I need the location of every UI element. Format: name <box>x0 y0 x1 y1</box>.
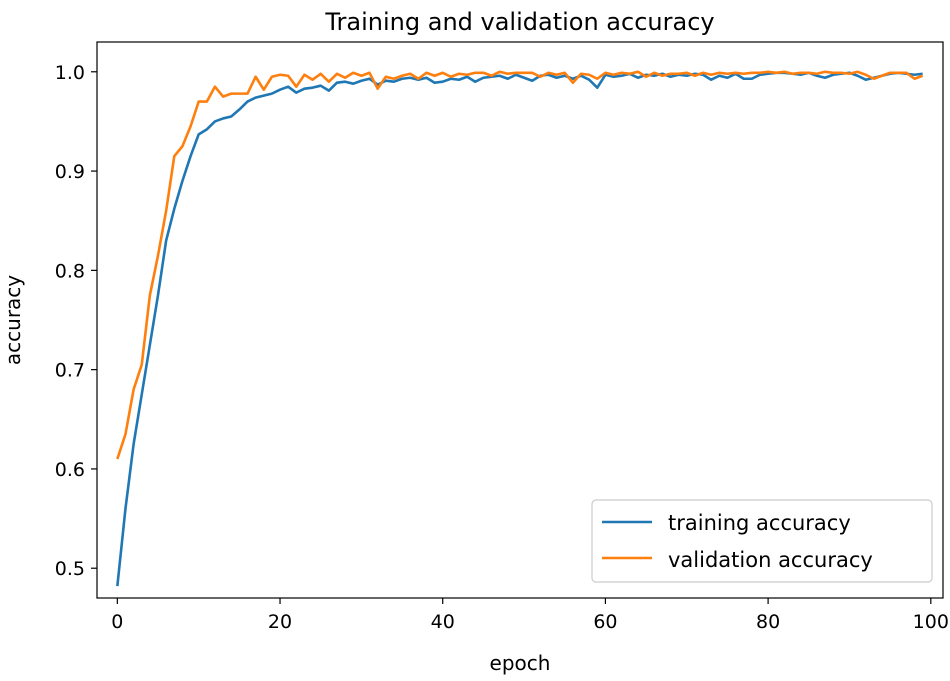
y-ticks: 0.5 0.6 0.7 0.8 0.9 1.0 <box>55 62 97 580</box>
legend-frame <box>591 499 933 583</box>
chart-title: Training and validation accuracy <box>324 8 714 36</box>
x-tick-label: 60 <box>593 611 617 633</box>
legend-label-validation: validation accuracy <box>668 548 873 572</box>
series-line-validation <box>116 70 924 460</box>
legend: training accuracy validation accuracy <box>591 499 933 583</box>
legend-label-training: training accuracy <box>668 511 851 535</box>
x-tick-label: 100 <box>913 611 949 633</box>
y-tick-label: 1.0 <box>55 62 85 84</box>
y-tick-label: 0.7 <box>55 360 85 382</box>
series-group <box>116 70 924 587</box>
x-axis-label: epoch <box>490 651 551 675</box>
axes-frame <box>96 41 944 599</box>
x-tick-label: 0 <box>111 611 123 633</box>
x-tick-label: 20 <box>268 611 292 633</box>
y-axis-label: accuracy <box>1 275 25 365</box>
x-tick-label: 80 <box>756 611 780 633</box>
x-ticks: 0 20 40 60 80 100 <box>111 598 949 633</box>
y-tick-label: 0.6 <box>55 459 85 481</box>
y-tick-label: 0.9 <box>55 161 85 183</box>
x-tick-label: 40 <box>431 611 455 633</box>
y-tick-label: 0.8 <box>55 260 85 282</box>
y-tick-label: 0.5 <box>55 558 85 580</box>
